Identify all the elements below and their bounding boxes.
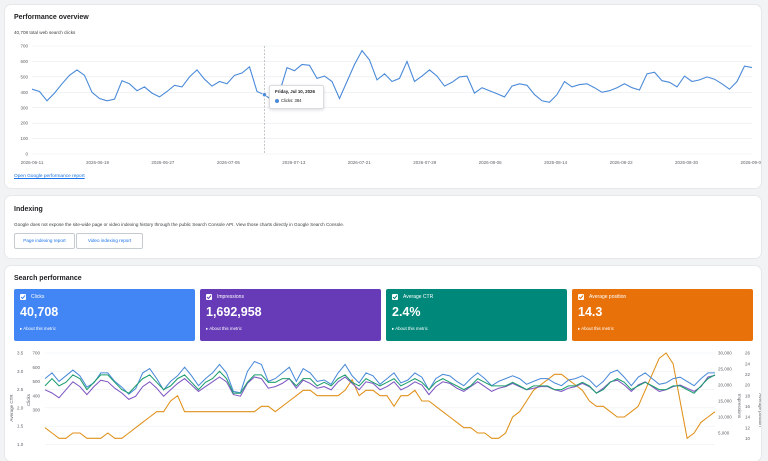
metric-label: Average position xyxy=(589,294,627,300)
video-indexing-report-button[interactable]: Video indexing report xyxy=(76,233,143,249)
x-tick-label: 2026-07-29 xyxy=(413,160,437,165)
y-tick-label: 200 xyxy=(20,121,28,126)
y-tick-label: 0 xyxy=(25,152,28,157)
metric-card-clicks[interactable]: Clicks 40,708 ▸ About this metric xyxy=(14,289,195,341)
impressions-axis-title: Impressions xyxy=(737,394,742,419)
hover-point xyxy=(262,92,267,98)
position-tick-label: 24 xyxy=(745,361,751,366)
performance-overview-title: Performance overview xyxy=(14,14,89,21)
checkbox-checked-icon[interactable] xyxy=(20,294,26,300)
impressions-tick-label: 20,000 xyxy=(718,383,732,388)
x-tick-label: 2026-06-19 xyxy=(86,160,110,165)
impressions-tick-label: 10,000 xyxy=(718,415,732,420)
position-tick-label: 26 xyxy=(745,351,751,356)
about-metric-link[interactable]: ▸ About this metric xyxy=(392,326,428,331)
checkbox-checked-icon[interactable] xyxy=(206,294,212,300)
chart-tooltip: Friday, Jul 10, 2026 Clicks: 384 xyxy=(269,85,324,109)
clicks-tick-label: 700 xyxy=(32,351,40,356)
metric-value: 1,692,958 xyxy=(206,305,262,319)
ctr-tick-label: 2.0 xyxy=(17,405,24,410)
impressions-tick-label: 25,000 xyxy=(718,367,732,372)
clicks-series-line xyxy=(31,49,753,103)
impressions-tick-label: 5,000 xyxy=(718,431,730,436)
checkbox-checked-icon[interactable] xyxy=(392,294,398,300)
checkbox-checked-icon[interactable] xyxy=(578,294,584,300)
performance-overview-card: Performance overview 40,708 total web se… xyxy=(5,5,761,188)
indexing-description: Google does not expose the site-wide pag… xyxy=(14,222,345,227)
x-tick-label: 2026-08-14 xyxy=(544,160,568,165)
metric-value: 2.4% xyxy=(392,305,421,319)
about-metric-link[interactable]: ▸ About this metric xyxy=(578,326,614,331)
clicks-axis-title: Clicks xyxy=(26,393,31,406)
ctr-tick-label: 2.5 xyxy=(17,387,24,392)
x-tick-label: 2026-07-21 xyxy=(348,160,372,165)
position-tick-label: 18 xyxy=(745,393,751,398)
clicks-series-line xyxy=(44,360,715,395)
y-tick-label: 100 xyxy=(20,136,28,141)
x-tick-label: 2026-06-11 xyxy=(21,160,44,165)
impressions-tick-label: 30,000 xyxy=(718,351,732,356)
y-tick-label: 400 xyxy=(20,90,28,95)
x-tick-label: 2026-08-30 xyxy=(675,160,699,165)
position-tick-label: 12 xyxy=(745,425,751,430)
metric-label: Clicks xyxy=(31,294,45,300)
metric-label: Impressions xyxy=(217,294,244,300)
y-tick-label: 300 xyxy=(20,105,28,110)
y-tick-label: 700 xyxy=(20,44,28,49)
y-tick-label: 600 xyxy=(20,59,28,64)
x-tick-label: 2026-09-07 xyxy=(740,160,761,165)
ctr-series-line xyxy=(44,370,716,394)
search-performance-card: Search performance Clicks 40,708 ▸ About… xyxy=(5,266,761,461)
position-tick-label: 20 xyxy=(745,383,751,388)
position-tick-label: 16 xyxy=(745,404,751,409)
position-axis-title: Average position xyxy=(758,393,761,427)
clicks-tick-label: 400 xyxy=(32,393,40,398)
metric-card-average-position[interactable]: Average position 14.3 ▸ About this metri… xyxy=(572,289,753,341)
x-tick-label: 2026-08-06 xyxy=(479,160,503,165)
position-tick-label: 22 xyxy=(745,372,751,377)
tooltip-series-dot xyxy=(275,99,279,103)
open-performance-report-link[interactable]: Open Google performance report xyxy=(14,174,85,179)
metric-label: Average CTR xyxy=(403,294,434,300)
ctr-tick-label: 3.5 xyxy=(17,351,24,356)
total-clicks-label: 40,708 total web search clicks xyxy=(14,30,76,35)
impressions-tick-label: 15,000 xyxy=(718,399,732,404)
clicks-tick-label: 500 xyxy=(32,379,40,384)
position-tick-label: 10 xyxy=(745,436,751,441)
clicks-tick-label: 300 xyxy=(32,407,40,412)
search-performance-title: Search performance xyxy=(14,275,82,282)
ctr-tick-label: 1.0 xyxy=(17,442,24,447)
clicks-tick-label: 600 xyxy=(32,365,40,370)
ctr-tick-label: 3.0 xyxy=(17,369,24,374)
indexing-title: Indexing xyxy=(14,206,43,213)
metric-value: 14.3 xyxy=(578,305,603,319)
page-indexing-report-button[interactable]: Page indexing report xyxy=(14,233,75,249)
metric-card-impressions[interactable]: Impressions 1,692,958 ▸ About this metri… xyxy=(200,289,381,341)
position-tick-label: 14 xyxy=(745,415,751,420)
metric-value: 40,708 xyxy=(20,305,59,319)
clicks-line-chart[interactable]: 0 100 200 300 400 500 600 700 2026-06-11 2026-06-… xyxy=(5,5,761,188)
position-series-line xyxy=(44,352,716,440)
x-tick-label: 2026-06-27 xyxy=(151,160,175,165)
ctr-axis-title: Average CTR xyxy=(9,394,14,422)
tooltip-value: Clicks: 384 xyxy=(281,98,302,103)
ctr-tick-label: 1.5 xyxy=(17,424,24,429)
tooltip-date: Friday, Jul 10, 2026 xyxy=(275,89,315,94)
y-tick-label: 500 xyxy=(20,74,28,79)
about-metric-link[interactable]: ▸ About this metric xyxy=(20,326,56,331)
search-performance-chart[interactable]: 0.00.51.01.52.02.53.03.53004005006007005… xyxy=(5,266,761,461)
metric-card-average-ctr[interactable]: Average CTR 2.4% ▸ About this metric xyxy=(386,289,567,341)
x-tick-label: 2026-08-22 xyxy=(610,160,634,165)
indexing-card: Indexing Google does not expose the site… xyxy=(5,196,761,258)
x-tick-label: 2026-07-13 xyxy=(282,160,306,165)
impressions-series-line xyxy=(44,374,716,401)
x-tick-label: 2026-07-05 xyxy=(217,160,241,165)
about-metric-link[interactable]: ▸ About this metric xyxy=(206,326,242,331)
